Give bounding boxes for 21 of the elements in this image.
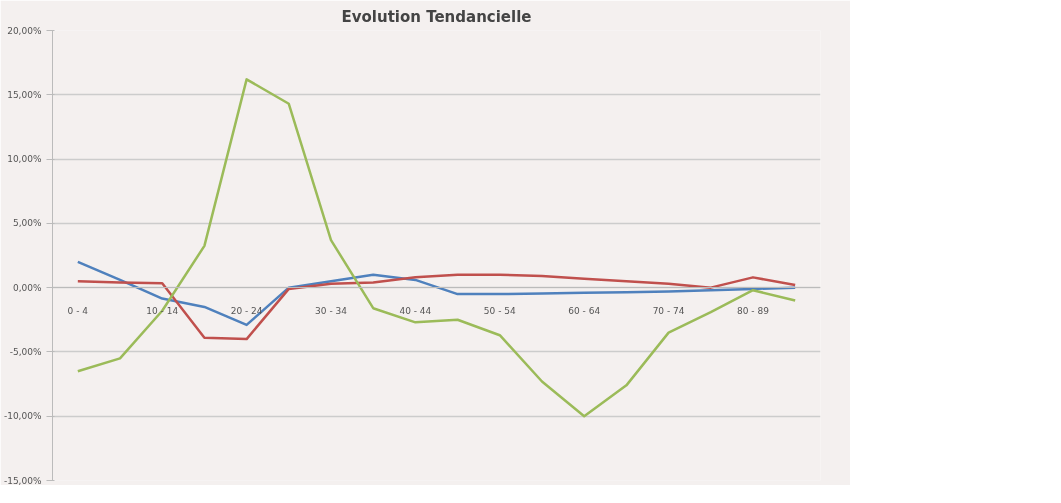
- y-tick-label: 0,00%: [12, 282, 42, 293]
- line-series: [76, 260, 797, 327]
- x-tick-label: 30 - 34: [315, 305, 348, 316]
- line-series: [76, 273, 797, 341]
- x-tick-label: 60 - 64: [568, 305, 601, 316]
- y-tick-label: 5,00%: [12, 218, 42, 229]
- x-tick-label: 70 - 74: [652, 305, 685, 316]
- x-tick-label: 80 - 89: [737, 305, 770, 316]
- y-tick-label: 15,00%: [7, 89, 42, 100]
- x-tick-label: 10 - 14: [146, 305, 179, 316]
- x-tick-label: 40 - 44: [399, 305, 432, 316]
- x-tick-label: 50 - 54: [483, 305, 517, 316]
- line-series: [76, 78, 797, 418]
- y-tick-label: 10,00%: [7, 154, 42, 165]
- x-tick-label: 0 - 4: [67, 305, 89, 316]
- y-tick-label: -5,00%: [9, 346, 42, 357]
- y-tick-label: -15,00%: [3, 475, 42, 486]
- y-tick-label: -10,00%: [3, 411, 42, 422]
- chart-title: Evolution Tendancielle: [341, 7, 532, 26]
- x-tick-label: 20 - 24: [230, 305, 263, 316]
- y-tick-label: 20,00%: [7, 25, 42, 36]
